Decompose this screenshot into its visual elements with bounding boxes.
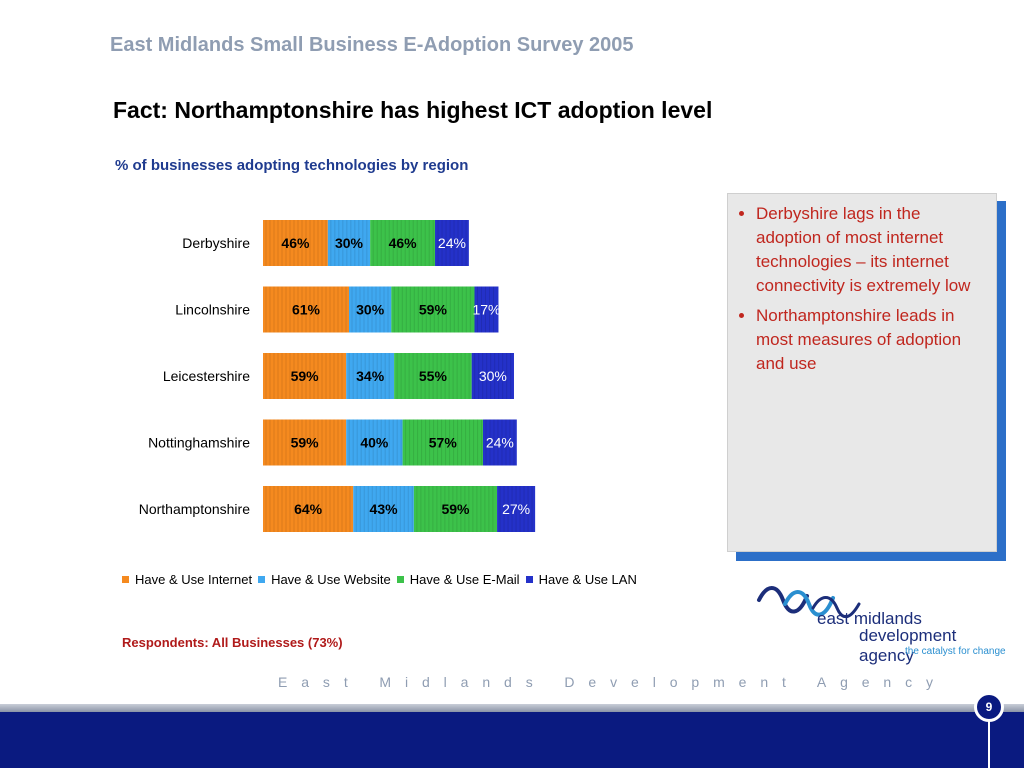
data-label: 34% <box>356 368 385 384</box>
category-label: Leicestershire <box>163 368 250 384</box>
legend-swatch <box>396 576 404 583</box>
bar-segment <box>391 286 475 333</box>
data-label: 59% <box>441 501 470 517</box>
data-label: 61% <box>292 302 321 318</box>
logo-tagline: the catalyst for change <box>905 646 1006 657</box>
agency-footer: East Midlands Development Agency <box>278 674 947 690</box>
logo-text-line1: east midlands <box>817 609 922 628</box>
data-label: 40% <box>360 435 389 451</box>
note-bullet: Northamptonshire leads in most measures … <box>756 304 986 376</box>
data-label: 46% <box>389 235 418 251</box>
stacked-bar-chart: Derbyshire 46% 30% 46% 24% Lincolnshire 61% 30%… <box>139 220 536 532</box>
respondents-note: Respondents: All Businesses (73%) <box>122 635 343 650</box>
page-number: 9 <box>974 692 1004 722</box>
category-label: Northamptonshire <box>139 501 250 517</box>
category-label: Derbyshire <box>182 235 250 251</box>
bar-segment <box>353 486 414 532</box>
legend-item: Have & Use LAN <box>525 572 637 587</box>
category-label: Nottinghamshire <box>148 435 250 451</box>
footer-band <box>0 712 1024 768</box>
page-marker-line <box>988 684 990 768</box>
bar-segment <box>263 220 328 266</box>
data-label: 57% <box>429 435 458 451</box>
survey-title: East Midlands Small Business E-Adoption … <box>110 34 634 56</box>
bar-segment <box>349 286 392 333</box>
data-label: 46% <box>281 235 310 251</box>
bar-segment <box>263 353 347 399</box>
data-label: 27% <box>502 501 530 517</box>
logo-text-line2: development agency <box>859 626 957 665</box>
bar-segment <box>346 353 395 399</box>
data-label: 59% <box>291 435 320 451</box>
chart-legend: Have & Use Internet Have & Use Website Hav… <box>122 572 637 587</box>
bar-segment <box>474 286 499 333</box>
data-label: 55% <box>419 368 448 384</box>
legend-label: Have & Use E-Mail <box>409 572 520 587</box>
bar-segment <box>327 220 371 266</box>
legend-item: Have & Use Internet <box>122 572 252 587</box>
bar-segment <box>263 419 347 466</box>
bar-segment <box>497 486 536 532</box>
notes-panel: Derbyshire lags in the adoption of most … <box>727 193 997 552</box>
legend-label: Have & Use LAN <box>538 572 637 587</box>
bar-segment <box>394 353 472 399</box>
legend-swatch <box>258 576 266 583</box>
bar-segment <box>482 419 517 466</box>
bar-segment <box>413 486 498 532</box>
bar-segment <box>263 286 350 333</box>
legend-item: Have & Use Website <box>258 572 391 587</box>
wave-logo-icon <box>757 586 861 618</box>
bar-segment <box>346 419 403 466</box>
data-label: 59% <box>291 368 320 384</box>
data-label: 30% <box>479 368 507 384</box>
data-label: 30% <box>335 235 364 251</box>
data-label: 64% <box>294 501 323 517</box>
legend-swatch <box>122 576 129 583</box>
data-label: 17% <box>472 302 500 318</box>
data-label: 30% <box>356 302 385 318</box>
legend-swatch <box>525 576 533 583</box>
chart-title: % of businesses adopting technologies by… <box>115 157 469 174</box>
legend-label: Have & Use Website <box>271 572 391 587</box>
slide-title: Fact: Northamptonshire has highest ICT a… <box>113 97 713 123</box>
legend-item: Have & Use E-Mail <box>396 572 520 587</box>
data-label: 24% <box>438 235 466 251</box>
bar-segment <box>370 220 436 266</box>
footer-band-highlight <box>0 704 1024 712</box>
emda-logo: east midlands development agency the cat… <box>755 578 1010 665</box>
note-bullet: Derbyshire lags in the adoption of most … <box>756 202 986 298</box>
bar-segment <box>263 486 354 532</box>
category-label: Lincolnshire <box>175 302 250 318</box>
bar-segment <box>402 419 483 466</box>
bar-segment <box>471 353 514 399</box>
data-label: 59% <box>419 302 448 318</box>
bar-segment <box>435 220 469 266</box>
legend-label: Have & Use Internet <box>135 572 253 587</box>
data-label: 24% <box>486 435 514 451</box>
data-label: 43% <box>370 501 399 517</box>
